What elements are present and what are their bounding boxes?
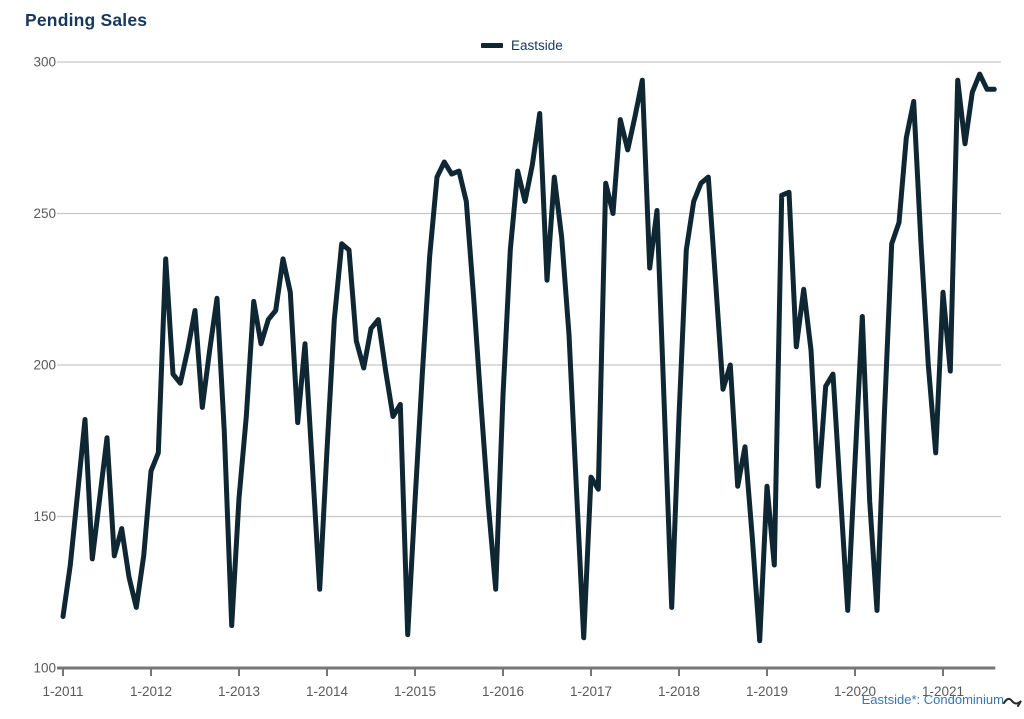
x-axis-label-1-2012: 1-2012 [130,684,172,699]
x-axis-label-1-2015: 1-2015 [394,684,436,699]
y-axis-label-100: 100 [33,661,56,676]
x-axis-label-1-2013: 1-2013 [218,684,260,699]
y-axis-label-200: 200 [33,358,56,373]
y-axis-label-300: 300 [33,55,56,70]
x-axis-label-1-2018: 1-2018 [658,684,700,699]
footnote: Eastside*: Condominium [861,692,1004,707]
x-axis-label-1-2017: 1-2017 [570,684,612,699]
x-axis-label-1-2011: 1-2011 [42,684,83,699]
x-axis-label-1-2016: 1-2016 [482,684,524,699]
y-axis-label-150: 150 [33,509,56,524]
page-title: Pending Sales [25,10,148,30]
x-axis-label-1-2021: 1-2021 [922,684,964,699]
series-line-eastside [60,71,997,644]
x-axis-label-1-2014: 1-2014 [306,684,349,699]
x-axis-label-1-2020: 1-2020 [834,684,876,699]
x-axis-label-1-2019: 1-2019 [746,684,788,699]
legend[interactable]: Eastside [481,38,563,53]
y-axis-label-250: 250 [33,206,56,221]
legend-label: Eastside [511,38,563,53]
legend-line-swatch [481,43,503,48]
mouse-cursor [1003,697,1022,707]
